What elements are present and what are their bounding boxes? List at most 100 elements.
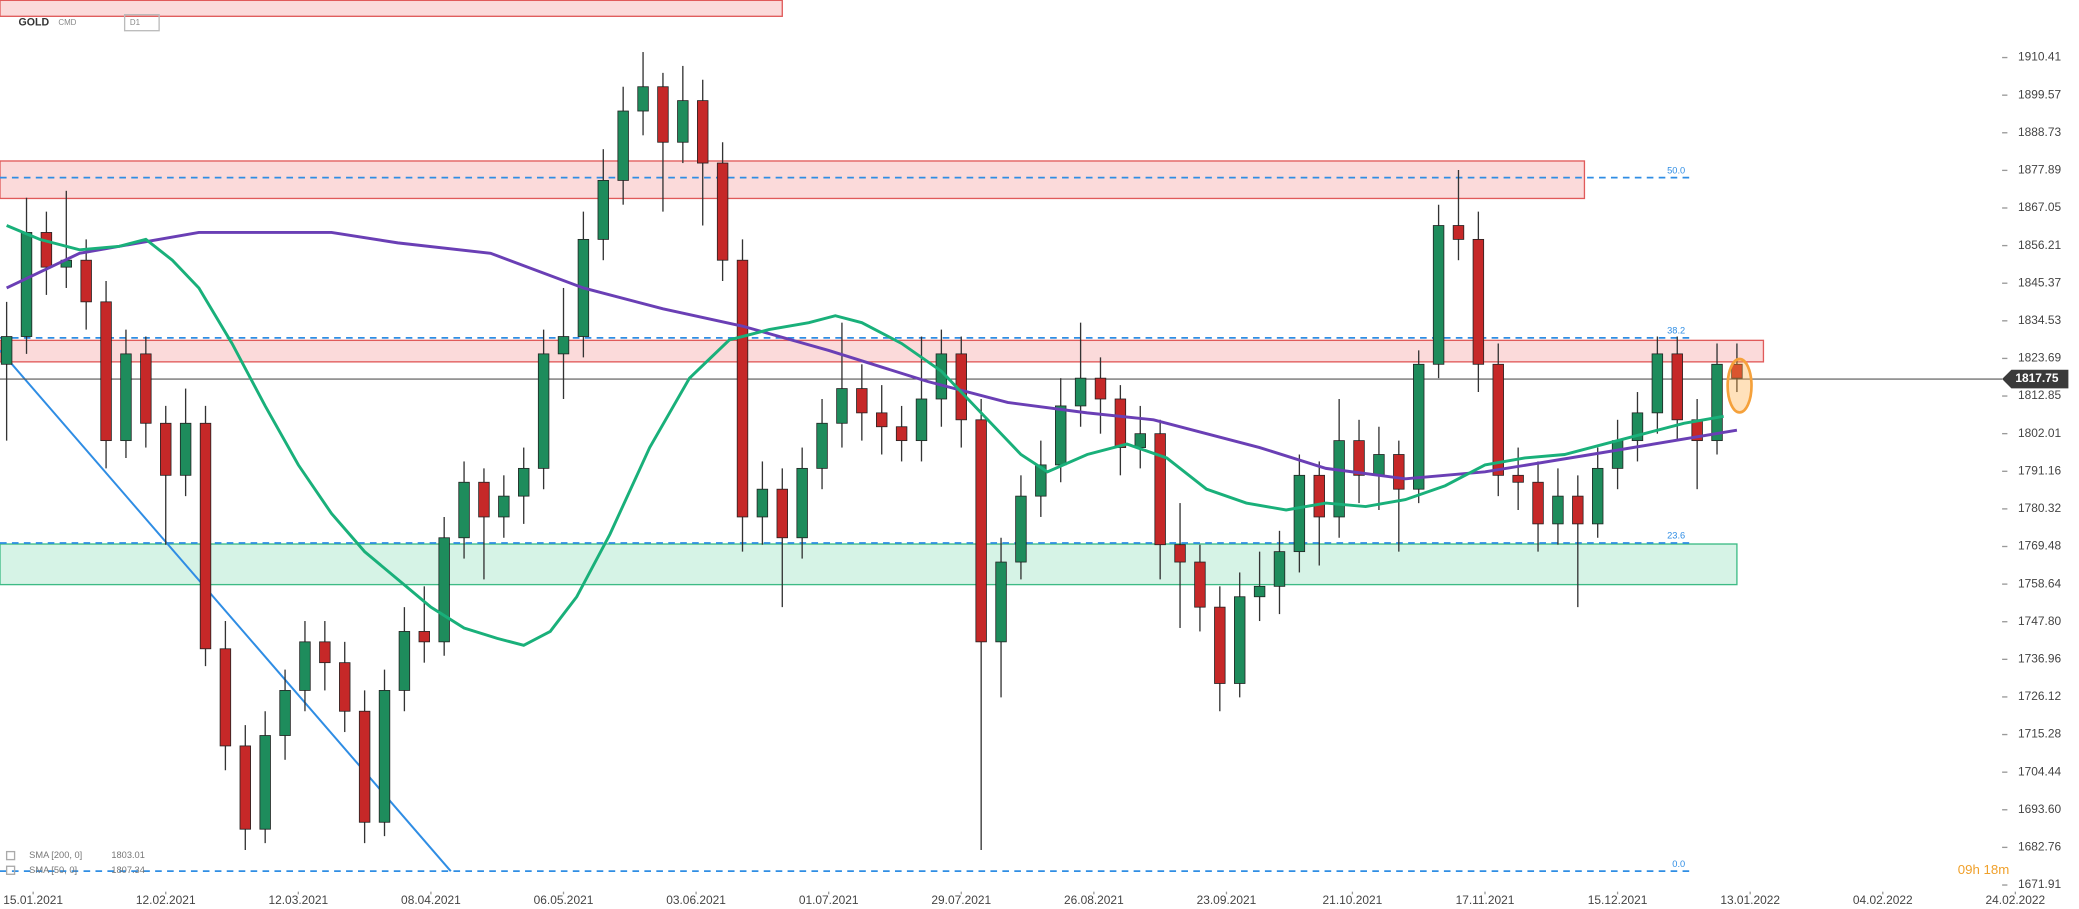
sma-line	[6, 224, 1724, 647]
candle-body	[1293, 474, 1306, 553]
plot-area: 50.0 38.2 23.6 0.0	[0, 0, 2005, 873]
candle-body	[1631, 412, 1644, 442]
legend-value: 1807.34	[111, 865, 144, 875]
candle-body	[199, 422, 212, 650]
y-tick-label: 1747.80	[2018, 614, 2061, 628]
x-tick-label: 13.01.2022	[1720, 893, 1780, 907]
candle-body	[1333, 440, 1345, 518]
candle-body	[1273, 551, 1286, 587]
candle-body	[895, 426, 908, 442]
candle-body	[776, 488, 788, 539]
trendline	[0, 349, 452, 872]
candle-body	[1532, 481, 1544, 525]
legend-name: SMA [200, 0]	[29, 850, 82, 860]
legend-icon	[5, 850, 16, 861]
y-tick-label: 1899.57	[2018, 87, 2061, 101]
x-tick-label: 01.07.2021	[799, 893, 859, 907]
candle-body	[975, 419, 987, 643]
candle-body	[179, 422, 192, 476]
candle-body	[1015, 495, 1027, 563]
last-price-tag	[2002, 369, 2069, 389]
candle-body	[1074, 377, 1087, 407]
candle-body	[259, 735, 271, 830]
x-tick-label: 29.07.2021	[931, 893, 991, 907]
candle-body	[1512, 474, 1524, 483]
x-tick-label: 17.11.2021	[1456, 893, 1515, 907]
candle-body	[279, 690, 291, 736]
candle-body	[1552, 495, 1564, 525]
candle-body	[378, 690, 391, 823]
fib-label: 23.6	[1667, 531, 1685, 541]
candle-body	[1492, 363, 1504, 476]
y-tick-label: 1758.64	[2018, 576, 2061, 590]
market[interactable]: CMD	[58, 18, 76, 27]
interval[interactable]: D1	[130, 18, 141, 27]
candle-body	[1373, 454, 1385, 476]
y-tick-label: 1671.91	[2018, 877, 2061, 891]
y-tick-label: 1910.41	[2018, 50, 2061, 64]
fib-label: 0.0	[1672, 859, 1685, 869]
candle-body	[1134, 433, 1146, 448]
x-tick-label: 23.09.2021	[1197, 893, 1257, 907]
y-tick-label: 1845.37	[2018, 275, 2061, 289]
price-axis-bg	[2002, 0, 2079, 892]
candle-body	[1313, 474, 1325, 518]
candle-body	[796, 467, 808, 539]
candle-body	[418, 631, 430, 643]
candle-body	[1591, 467, 1604, 525]
candle-body	[915, 398, 928, 442]
candle-body	[836, 388, 848, 424]
y-tick-label: 1736.96	[2018, 651, 2061, 665]
y-tick-label: 1888.73	[2018, 125, 2061, 139]
y-tick-label: 1693.60	[2018, 802, 2061, 816]
x-tick-label: 12.03.2021	[268, 893, 328, 907]
highlight	[1726, 357, 1753, 414]
x-tick-label: 21.10.2021	[1323, 893, 1383, 907]
candle-body	[358, 710, 371, 823]
candle-body	[458, 481, 470, 539]
candle-body	[398, 631, 411, 691]
candle-body	[716, 162, 729, 261]
sma-line	[6, 230, 1738, 481]
legend-name: SMA [50, 0]	[29, 865, 77, 875]
candle-body	[219, 648, 232, 747]
candle-body	[1413, 363, 1425, 490]
y-tick-label: 1867.05	[2018, 200, 2061, 214]
candle-body	[1194, 561, 1206, 608]
candle-body	[1393, 454, 1405, 490]
candle-body	[1353, 440, 1365, 476]
candle-body	[1094, 377, 1107, 400]
candle-body	[239, 745, 251, 830]
legend-icon	[5, 865, 16, 875]
candle-body	[319, 641, 331, 664]
candle-body	[557, 336, 570, 355]
y-tick-label: 1812.85	[2018, 388, 2061, 402]
candle-body	[995, 561, 1007, 643]
candle-body	[1234, 596, 1246, 684]
candle-body	[1174, 544, 1186, 563]
x-tick-label: 08.04.2021	[401, 893, 461, 907]
y-tick-label: 1682.76	[2018, 840, 2061, 854]
zone	[0, 543, 1738, 586]
candle-body	[1214, 606, 1226, 684]
candle-body	[617, 110, 629, 181]
candle-body	[80, 259, 92, 303]
candle-body	[657, 86, 669, 143]
x-tick-label: 04.02.2022	[1853, 893, 1913, 907]
candle-body	[677, 100, 689, 143]
zone	[0, 339, 1765, 363]
x-tick-label: 12.02.2021	[136, 893, 196, 907]
candle-body	[1035, 464, 1047, 497]
candle-body	[876, 412, 888, 428]
candle-body	[1114, 398, 1127, 448]
candle-body	[1671, 353, 1683, 421]
y-tick-label: 1834.53	[2018, 313, 2061, 327]
interval-box[interactable]	[123, 14, 160, 32]
candle-body	[1611, 440, 1624, 469]
last-price-label: 1817.75	[2015, 371, 2058, 385]
zone	[0, 0, 783, 17]
candle-body	[1452, 225, 1465, 240]
candle-body	[1154, 433, 1166, 546]
